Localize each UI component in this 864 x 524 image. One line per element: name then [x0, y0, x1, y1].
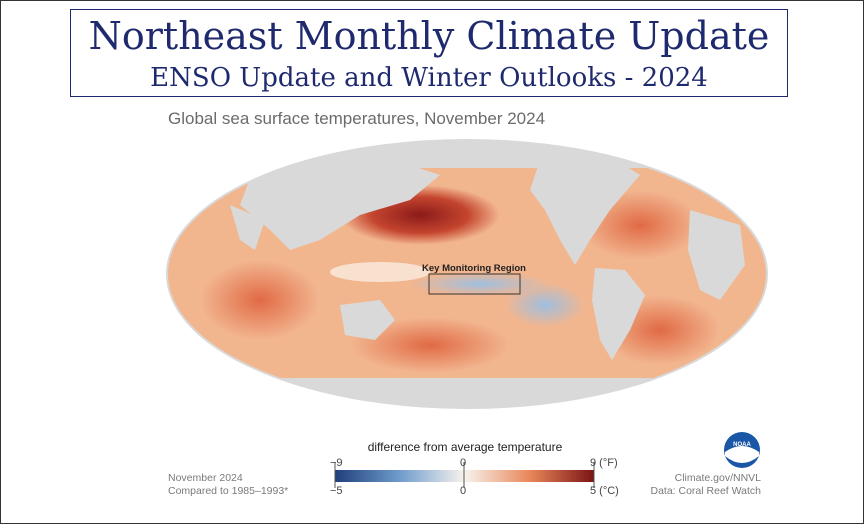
footer-data-source: Data: Coral Reef Watch [650, 485, 762, 497]
legend-c-max: 5 (°C) [590, 485, 619, 497]
south-pacific-warm-anomaly [350, 317, 510, 373]
footer-date: November 2024 [168, 472, 243, 484]
key-monitoring-region-box [428, 273, 521, 295]
south-america [592, 268, 645, 360]
noaa-logo: NOAA [724, 432, 760, 468]
footer-credit-link[interactable]: Climate.gov/NNVL [674, 472, 761, 484]
map-title: Global sea surface temperatures, Novembe… [168, 109, 546, 128]
australia [340, 300, 395, 340]
legend-c-min: −5 [330, 485, 343, 497]
arctic-region [167, 140, 767, 168]
equatorial-cool-anomaly [410, 272, 550, 296]
footer-baseline: Compared to 1985–1993* [168, 485, 289, 497]
footer-right: Climate.gov/NNVL Data: Coral Reef Watch [651, 472, 762, 498]
key-monitoring-region-label: Key Monitoring Region [422, 263, 526, 274]
arabia [230, 205, 265, 250]
legend-f-mid: 0 [460, 457, 467, 469]
antarctica [167, 378, 767, 408]
noaa-logo-text: NOAA [733, 442, 751, 448]
equatorial-neutral-band [330, 262, 430, 282]
legend-f-min: −9 [330, 457, 343, 469]
indian-warm-anomaly [200, 260, 320, 340]
africa [688, 210, 745, 300]
title-box: Northeast Monthly Climate Update ENSO Up… [70, 9, 788, 97]
page-subtitle: ENSO Update and Winter Outlooks - 2024 [150, 63, 708, 93]
north-america [530, 150, 640, 265]
east-pacific-cool-anomaly [505, 283, 585, 327]
globe-outline [166, 139, 768, 409]
eurasia [240, 155, 440, 250]
legend-c-mid: 0 [460, 485, 467, 497]
legend-title: difference from average temperature [367, 440, 563, 454]
page-title: Northeast Monthly Climate Update [88, 14, 770, 58]
footer-left: November 2024 Compared to 1985–1993* [168, 472, 288, 498]
legend-f-max: 9 (°F) [590, 457, 618, 469]
